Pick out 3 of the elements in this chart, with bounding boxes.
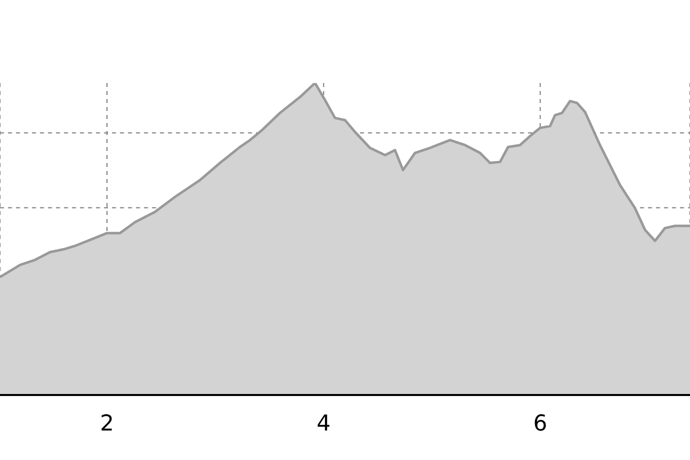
x-tick-label: 4 [316,412,331,437]
x-tick-label: 2 [100,412,114,437]
x-tick-label: 6 [533,412,548,437]
